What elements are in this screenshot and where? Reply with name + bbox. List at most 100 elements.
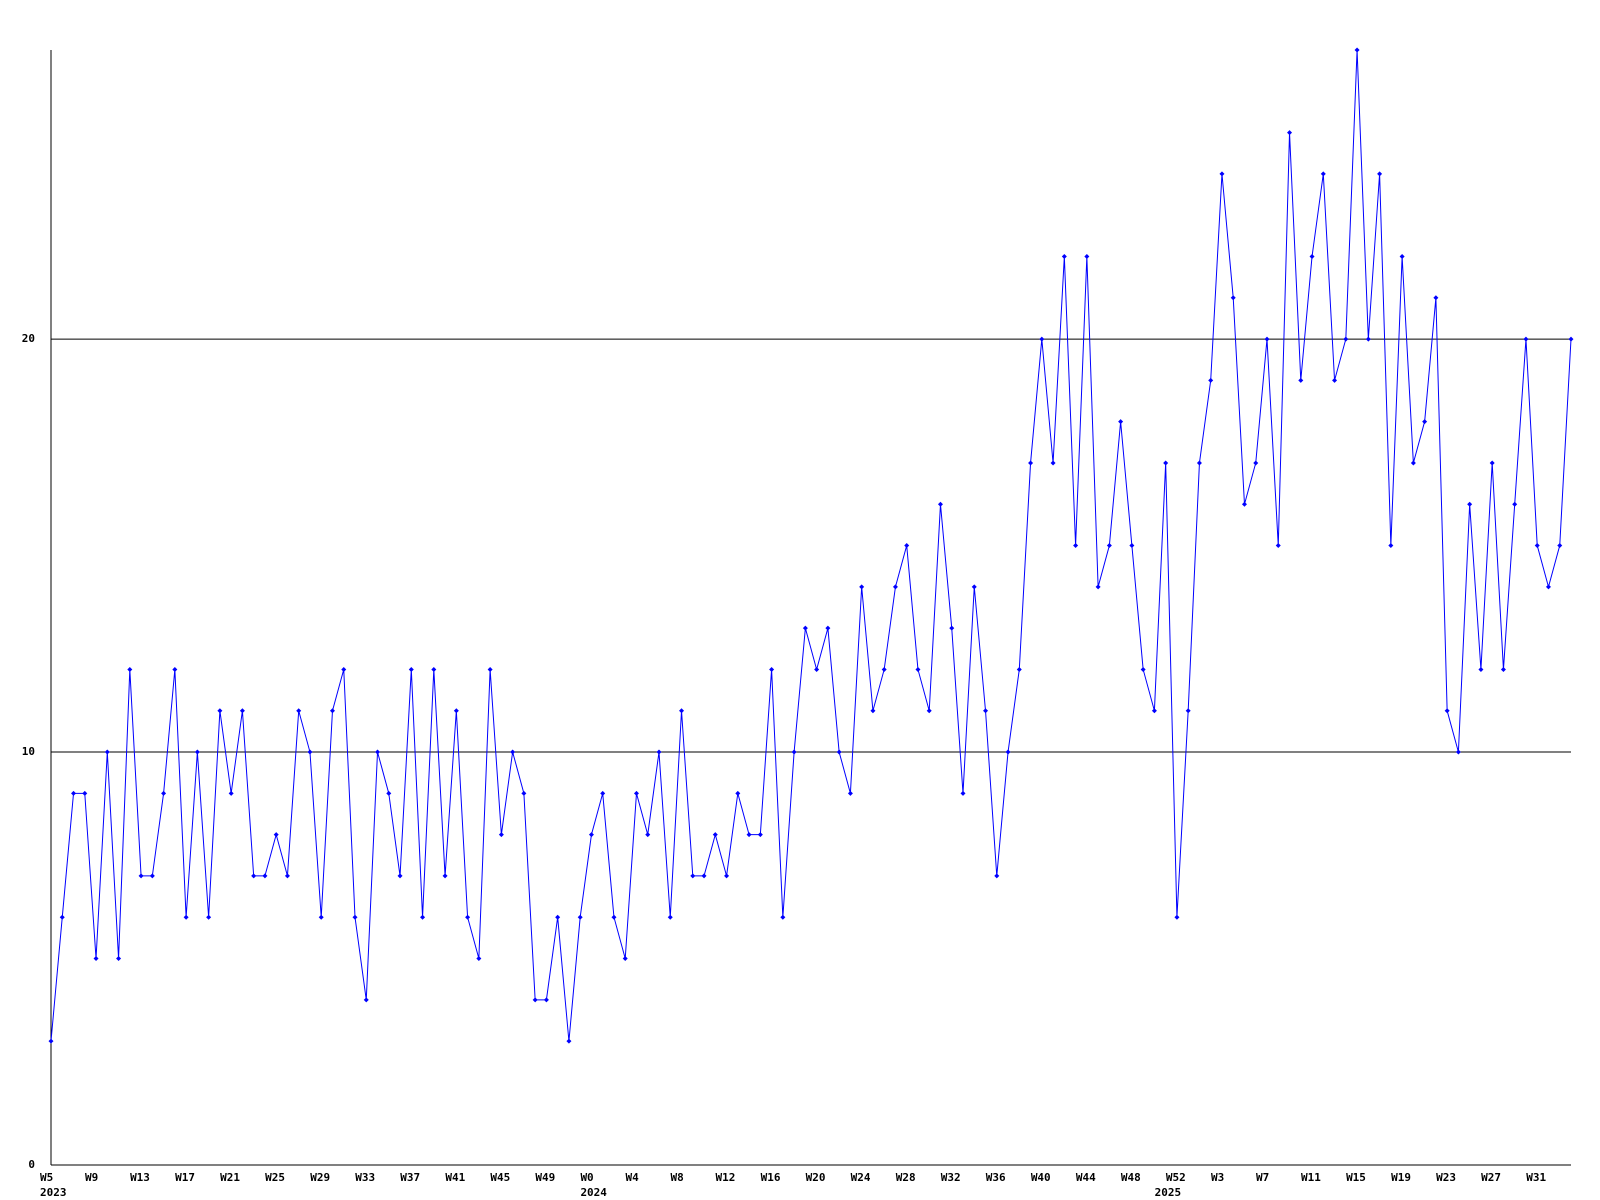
marker: [577, 914, 583, 920]
y-tick-label: 10: [22, 745, 35, 758]
x-tick-label: W27: [1481, 1171, 1501, 1184]
x-tick-label: W31: [1526, 1171, 1546, 1184]
marker: [138, 873, 144, 879]
marker: [1163, 460, 1169, 466]
marker: [1073, 543, 1079, 549]
x-tick-label: W32: [941, 1171, 961, 1184]
x-tick-label: W3: [1211, 1171, 1224, 1184]
x-tick-label: W19: [1391, 1171, 1411, 1184]
marker: [1354, 47, 1360, 53]
marker: [1253, 460, 1259, 466]
marker: [1050, 460, 1056, 466]
marker: [600, 790, 606, 796]
marker: [397, 873, 403, 879]
marker: [183, 914, 189, 920]
marker: [59, 914, 65, 920]
line: [50, 49, 1572, 1042]
marker: [521, 790, 527, 796]
year-label: 2023: [40, 1186, 67, 1199]
marker: [1241, 501, 1247, 507]
marker: [1568, 336, 1574, 342]
marker: [1287, 130, 1293, 136]
x-tick-label: W52: [1166, 1171, 1186, 1184]
marker: [881, 666, 887, 672]
marker: [48, 1038, 54, 1044]
marker: [791, 749, 797, 755]
marker: [1455, 749, 1461, 755]
marker: [622, 956, 628, 962]
marker: [1196, 460, 1202, 466]
y-tick-label: 20: [22, 332, 35, 345]
marker: [633, 790, 639, 796]
marker: [847, 790, 853, 796]
marker: [904, 543, 910, 549]
marker: [1039, 336, 1045, 342]
marker: [960, 790, 966, 796]
x-tick-label: W44: [1076, 1171, 1096, 1184]
x-tick-label: W4: [625, 1171, 639, 1184]
marker: [1388, 543, 1394, 549]
marker: [1230, 295, 1236, 301]
marker: [746, 832, 752, 838]
marker: [161, 790, 167, 796]
marker: [71, 790, 77, 796]
marker: [1275, 543, 1281, 549]
marker: [1545, 584, 1551, 590]
marker: [949, 625, 955, 631]
marker: [667, 914, 673, 920]
x-tick-label: W13: [130, 1171, 150, 1184]
marker: [1489, 460, 1495, 466]
marker: [983, 708, 989, 714]
marker: [420, 914, 426, 920]
x-tick-label: W49: [535, 1171, 555, 1184]
marker: [1264, 336, 1270, 342]
marker: [251, 873, 257, 879]
marker: [1557, 543, 1563, 549]
marker: [284, 873, 290, 879]
marker: [1365, 336, 1371, 342]
marker: [1061, 253, 1067, 259]
marker: [645, 832, 651, 838]
x-tick-label: W36: [986, 1171, 1006, 1184]
marker: [1298, 377, 1304, 383]
marker: [1106, 543, 1112, 549]
marker: [611, 914, 617, 920]
marker: [1095, 584, 1101, 590]
marker: [487, 666, 493, 672]
x-tick-label: W12: [716, 1171, 736, 1184]
x-tick-label: W0: [580, 1171, 593, 1184]
marker: [1174, 914, 1180, 920]
marker: [273, 832, 279, 838]
marker: [1422, 419, 1428, 425]
x-tick-label: W40: [1031, 1171, 1051, 1184]
marker: [127, 666, 133, 672]
marker: [172, 666, 178, 672]
marker: [690, 873, 696, 879]
marker: [1399, 253, 1405, 259]
marker: [892, 584, 898, 590]
marker: [543, 997, 549, 1003]
marker: [104, 749, 110, 755]
marker: [915, 666, 921, 672]
x-tick-label: W25: [265, 1171, 285, 1184]
year-label: 2025: [1155, 1186, 1182, 1199]
marker: [994, 873, 1000, 879]
marker: [206, 914, 212, 920]
x-tick-label: W17: [175, 1171, 195, 1184]
marker: [476, 956, 482, 962]
marker: [1320, 171, 1326, 177]
x-tick-label: W45: [490, 1171, 510, 1184]
marker: [1500, 666, 1506, 672]
marker: [1219, 171, 1225, 177]
marker: [442, 873, 448, 879]
marker: [870, 708, 876, 714]
marker: [1512, 501, 1518, 507]
x-tick-label: W11: [1301, 1171, 1321, 1184]
marker: [262, 873, 268, 879]
marker: [386, 790, 392, 796]
marker: [780, 914, 786, 920]
marker: [971, 584, 977, 590]
marker: [1534, 543, 1540, 549]
x-tick-label: W5: [40, 1171, 53, 1184]
marker: [588, 832, 594, 838]
